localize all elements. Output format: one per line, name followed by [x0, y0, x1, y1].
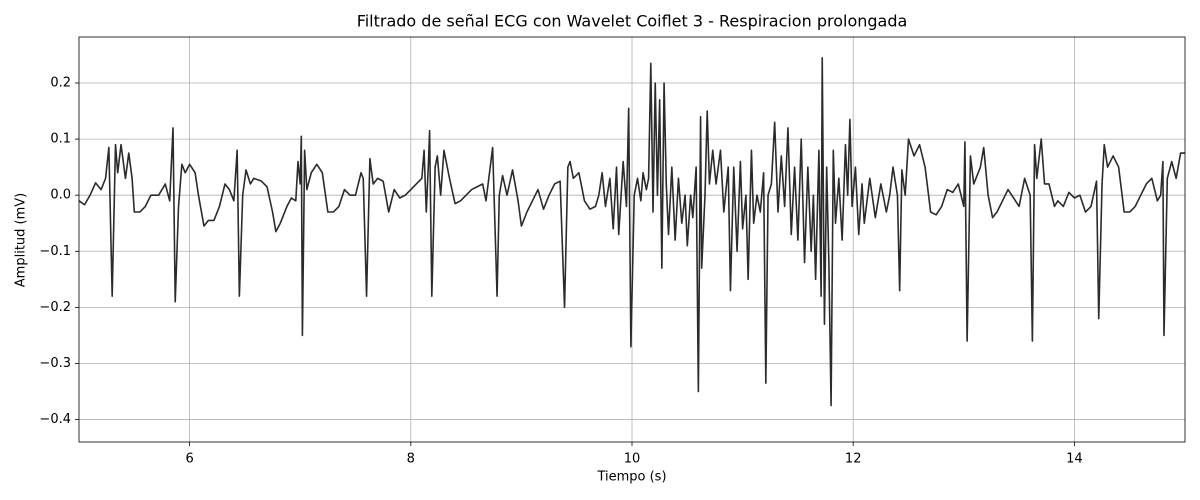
signal-line	[78, 56, 1185, 407]
x-tick-label: 14	[1066, 452, 1083, 467]
y-tick-label: −0.1	[39, 244, 71, 259]
plot-frame	[78, 36, 1186, 443]
x-tick-label: 8	[407, 452, 415, 467]
y-tick-label: 0.1	[50, 132, 71, 147]
y-tick-label: −0.2	[39, 300, 71, 315]
y-tick-label: −0.3	[39, 356, 71, 371]
x-tick-label: 10	[624, 452, 641, 467]
x-tick-label: 12	[845, 452, 862, 467]
y-axis-label: Amplitud (mV)	[14, 193, 29, 287]
chart-title: Filtrado de señal ECG con Wavelet Coifle…	[357, 12, 908, 31]
x-tick-label: 6	[185, 452, 193, 467]
y-tick-label: 0.0	[50, 188, 71, 203]
y-tick-label: 0.2	[50, 75, 71, 90]
y-tick-label: −0.4	[39, 412, 71, 427]
x-axis-label: Tiempo (s)	[596, 470, 666, 485]
